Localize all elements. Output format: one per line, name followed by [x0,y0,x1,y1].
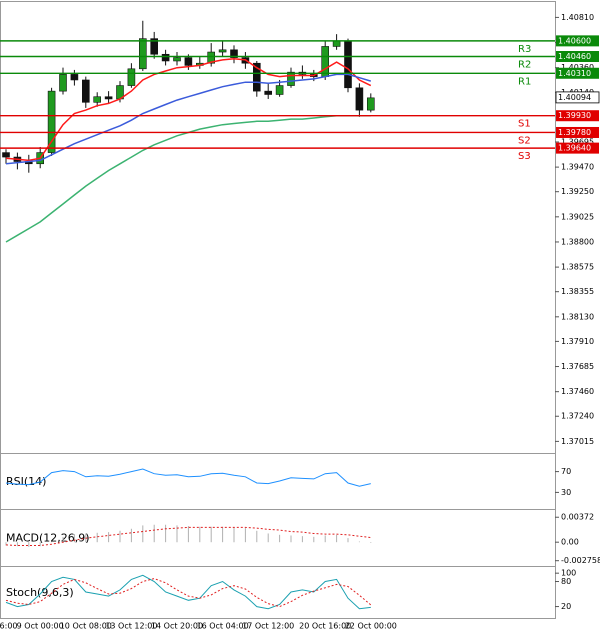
candle-body [93,96,101,103]
level-name: S2 [518,135,531,146]
level-box [556,51,599,63]
candle-body [173,57,181,62]
y-tick-label: 30 [561,488,571,497]
candle-body [150,38,158,55]
y-tick-label: 100 [561,569,576,578]
indicator-line [5,526,371,546]
level-value: 1.40310 [558,69,591,78]
y-tick-label: 1.38355 [561,287,594,296]
level-box [556,35,599,47]
candle-body [355,87,364,111]
candle-body [70,74,79,81]
x-tick-label: 22 Oct 00:00 [345,622,397,631]
level-box [556,126,599,138]
y-tick-label: 1.39025 [561,212,594,221]
candle-body [218,49,227,53]
level-name: R3 [518,44,531,55]
panel-title: MACD(12,26,9) [6,532,90,545]
x-tick-label: 16:00 [0,622,18,631]
indicator-line [5,468,371,487]
panel-title: Stoch(9,6,3) [6,586,74,599]
level-name: R2 [518,60,531,71]
y-tick-label: 1.40360 [561,63,594,72]
level-name: R1 [518,76,531,87]
y-tick-label: 1.38800 [561,237,594,246]
candle-body [104,96,113,100]
candle-body [2,152,10,158]
y-tick-label: 1.40810 [561,13,594,22]
x-tick-label: 14 Oct 20:00 [151,622,203,631]
level-name: S3 [518,151,531,162]
y-tick-label: 70 [561,467,571,476]
candle-body [321,46,330,77]
panel-frame [0,566,556,619]
level-value: 1.39640 [558,144,591,153]
level-box [556,67,599,79]
candle-body [275,85,284,95]
y-tick-label: 1.37460 [561,387,594,396]
y-tick-label: 1.37685 [561,362,594,371]
indicator-line [5,574,371,610]
candle-body [287,71,295,86]
level-name: S1 [518,119,531,130]
candle-body [366,97,375,111]
x-tick-label: 9 Oct 00:00 [17,622,64,631]
y-tick-label: 1.37240 [561,412,594,421]
y-tick-label: 20 [561,602,571,611]
level-box [556,110,599,122]
x-tick-label: 20 Oct 16:00 [299,622,351,631]
candle-body [59,74,67,92]
y-tick-label: 1.39250 [561,187,594,196]
moving-average [5,57,372,162]
candle-body [264,90,273,95]
y-tick-label: 1.37015 [561,437,594,446]
x-tick-label: 10 Oct 08:00 [60,622,112,631]
y-tick-label: -0.002758 [561,556,600,565]
x-tick-label: 17 Oct 12:00 [242,622,294,631]
moving-average [5,114,371,243]
candle-body [207,51,215,64]
indicator-line [5,578,372,608]
y-tick-label: 1.39695 [561,137,594,146]
candle-body [230,49,238,58]
candle-body [253,62,261,92]
candle-body [82,79,90,103]
y-tick-label: 1.37910 [561,337,594,346]
x-tick-label: 13 Oct 12:00 [105,622,157,631]
candle-body [161,53,170,62]
level-value: 1.40600 [558,36,591,45]
last-price-box [555,91,600,104]
candle-body [139,38,147,70]
candle-body [47,90,56,153]
candle-body [184,57,193,66]
y-tick-label: 0.00372 [561,513,594,522]
level-value: 1.39930 [558,111,591,120]
x-tick-label: 16 Oct 04:00 [197,622,249,631]
candle-body [127,68,136,86]
y-tick-label: 0.00 [561,538,579,547]
y-tick-label: 1.39470 [561,163,594,172]
candle-body [344,40,352,89]
y-tick-label: 1.38130 [561,312,594,321]
level-box [556,142,599,154]
panel-title: RSI(14) [6,475,46,488]
level-value: 1.40460 [558,52,591,61]
last-price: 1.40094 [558,93,591,102]
level-value: 1.39780 [558,128,591,137]
candle-body [332,40,341,47]
moving-average [5,73,372,165]
panel-frame [0,1,556,454]
y-tick-label: 80 [561,577,571,586]
y-tick-label: 1.38575 [561,263,594,272]
